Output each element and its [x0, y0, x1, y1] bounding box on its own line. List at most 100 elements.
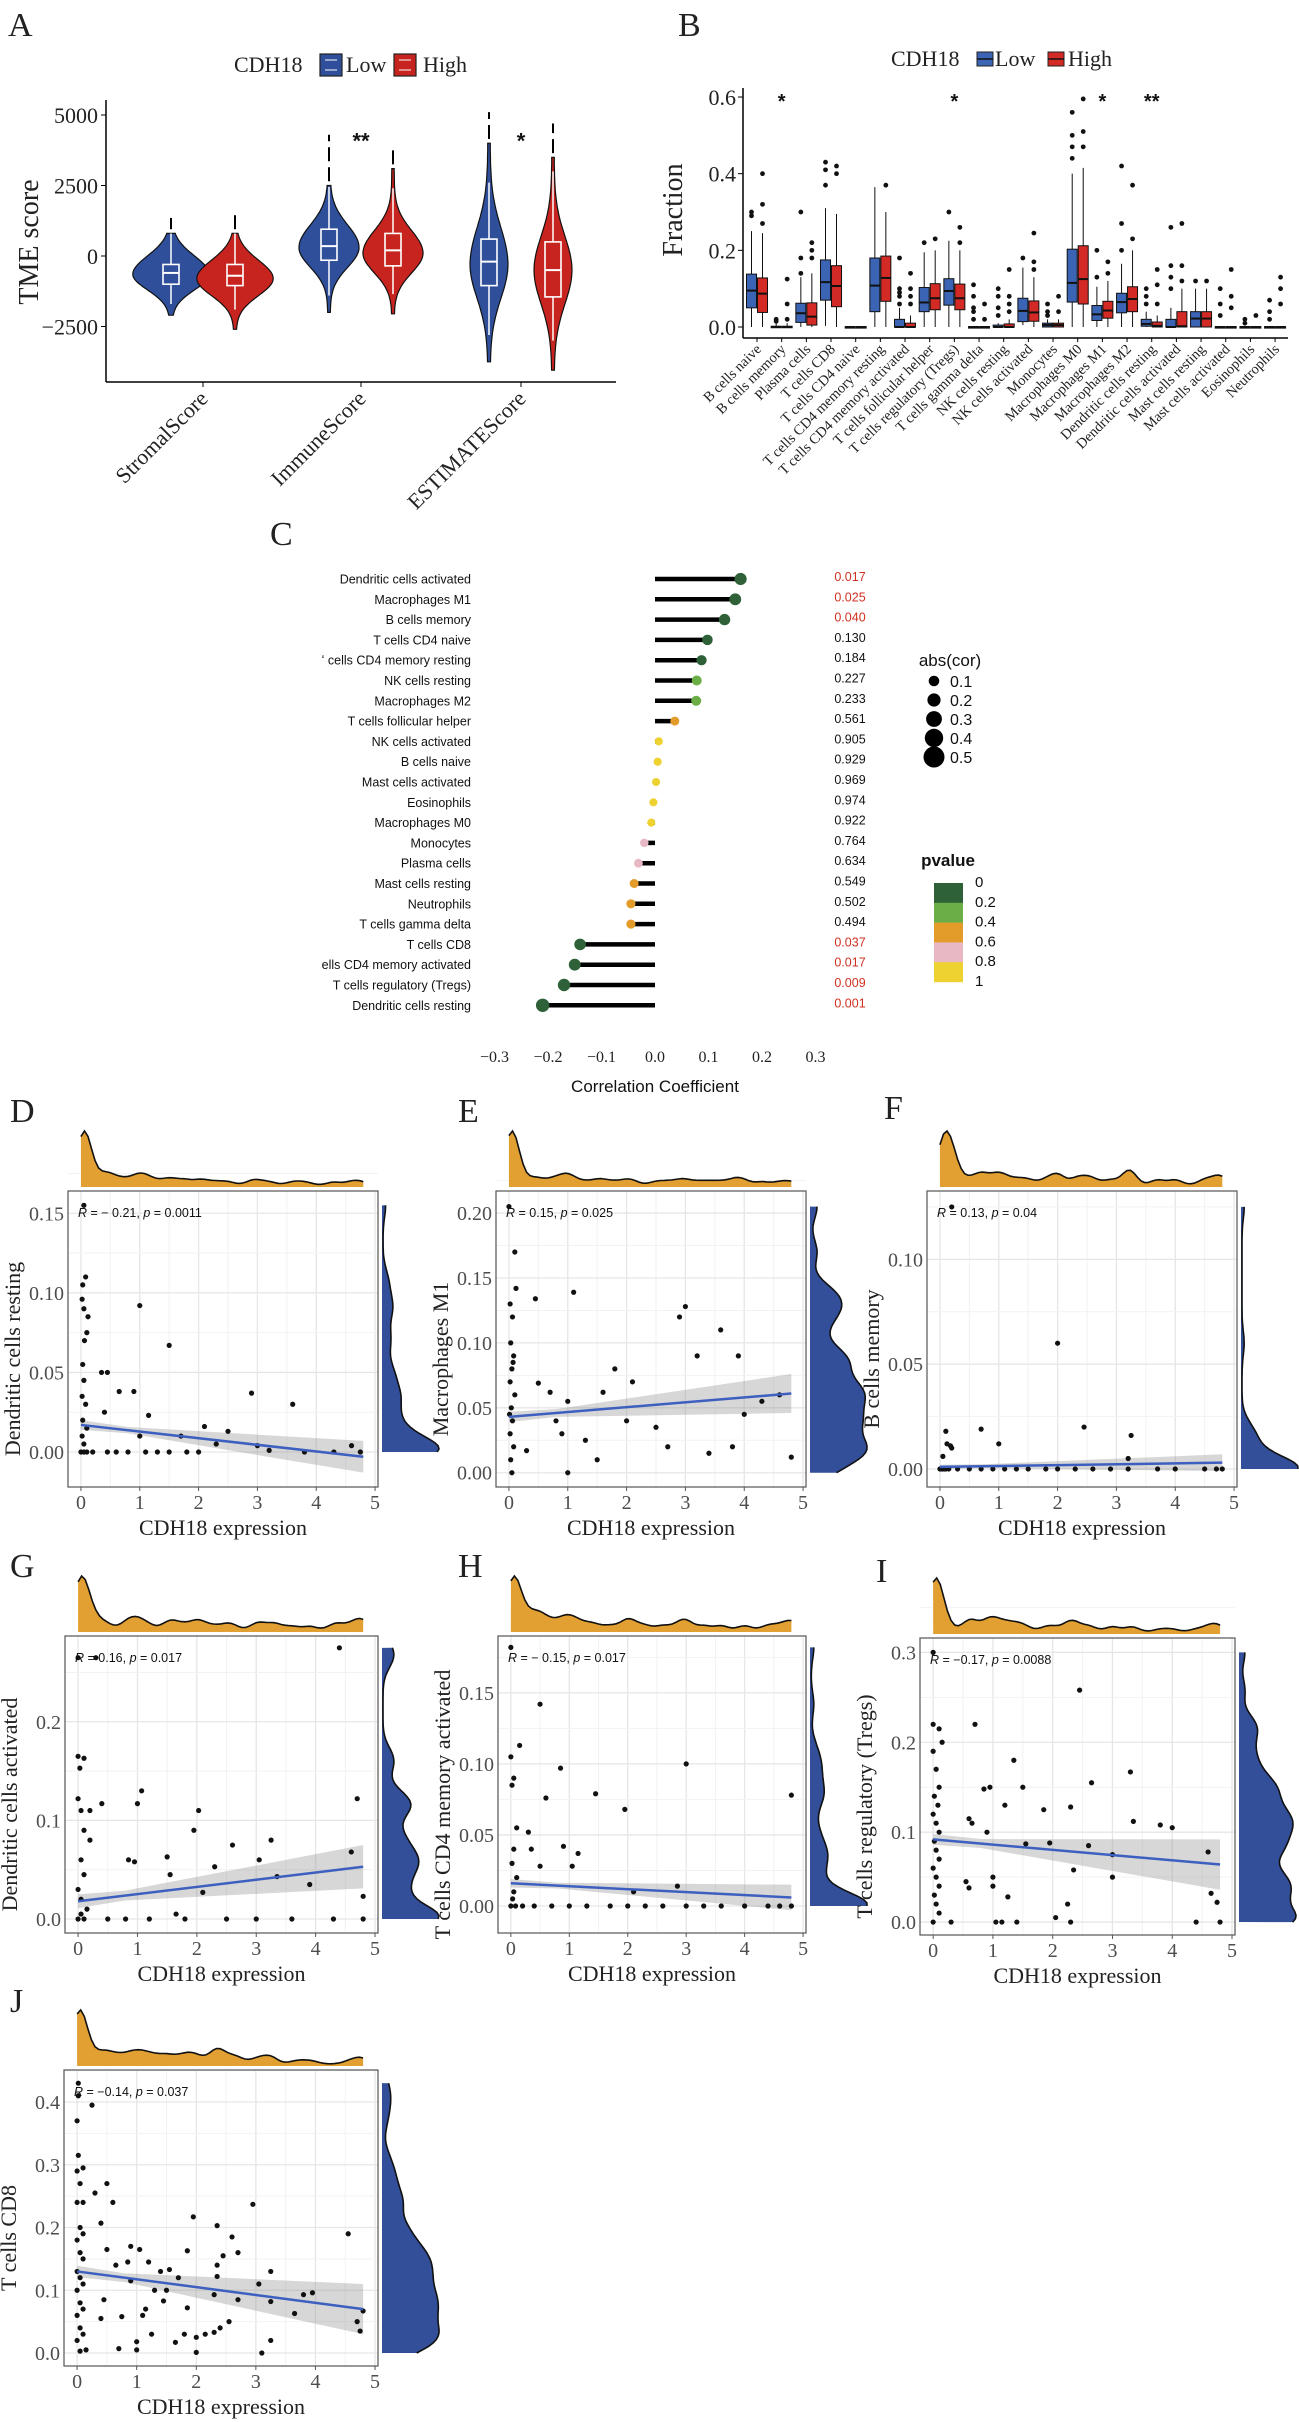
- outlier-point: [1278, 301, 1283, 307]
- data-point: [969, 1820, 975, 1826]
- boxplot-low: [918, 240, 930, 327]
- outlier-point: [1094, 247, 1100, 253]
- data-point: [137, 1433, 143, 1439]
- data-point: [248, 1390, 255, 1396]
- data-point: [1128, 1432, 1134, 1439]
- boxplot-low: [1066, 109, 1078, 327]
- data-point: [134, 2339, 140, 2345]
- y-tick-label: 0.1: [891, 1822, 916, 1844]
- panel-e-scatter-chart: 0.00 0.05 0.10 0.15 0.20 0 1 2 3 4 5 CDH18 expressi…: [428, 1129, 868, 1540]
- data-point: [936, 1829, 942, 1835]
- lollipop-dot: [557, 978, 571, 992]
- boxplot-high: [979, 301, 991, 329]
- x-tick-label: −0.2: [533, 1049, 562, 1066]
- data-point: [80, 2281, 86, 2287]
- lollipop-dot: [734, 572, 747, 586]
- right-density: [382, 1205, 439, 1452]
- significance-marker: **: [352, 129, 370, 154]
- row-label: Mast cells resting: [374, 877, 471, 891]
- data-point: [930, 1811, 936, 1817]
- data-point: [78, 1857, 84, 1863]
- legend-key-low: [319, 53, 343, 77]
- data-point: [565, 1398, 571, 1404]
- y-tick-label: 0.1: [36, 1810, 61, 1832]
- boxplot-high: [855, 326, 867, 329]
- data-point: [508, 1903, 514, 1909]
- y-axis-title: T cells regulatory (Tregs): [852, 1694, 877, 1918]
- data-point: [202, 2331, 208, 2337]
- x-tick-label: ImmuneScore: [266, 386, 371, 491]
- stat-r-symbol: R: [78, 1206, 87, 1220]
- data-point: [510, 1896, 516, 1902]
- data-point: [1076, 1687, 1083, 1693]
- lollipop-row: Dendritic cells activated 0.017: [340, 570, 866, 587]
- data-point: [1107, 1466, 1114, 1472]
- data-point: [1169, 1825, 1175, 1831]
- data-point: [936, 1883, 942, 1889]
- data-point: [104, 1449, 111, 1455]
- data-point: [509, 1860, 515, 1866]
- data-point: [549, 1903, 555, 1909]
- data-point: [223, 1916, 230, 1922]
- data-point: [1053, 1914, 1059, 1921]
- x-tick-label: 3: [681, 1938, 691, 1960]
- top-density-outline: [510, 1574, 792, 1629]
- y-tick-label: 0.00: [457, 1463, 492, 1485]
- x-axis-title: CDH18 expression: [993, 1963, 1161, 1988]
- data-point: [765, 1903, 771, 1909]
- stat-r-symbol: R: [75, 1651, 84, 1665]
- panel-label: A: [8, 7, 33, 44]
- outlier-point: [1179, 263, 1185, 269]
- top-density-outline: [939, 1129, 1223, 1185]
- x-tick-label: 0.0: [645, 1049, 665, 1066]
- correlation-stat: R = 0.15, p = 0.025: [506, 1206, 613, 1220]
- pvalue-label: 0.009: [834, 976, 865, 990]
- data-point: [214, 2262, 220, 2268]
- data-point: [75, 1753, 81, 1759]
- data-point: [990, 1883, 996, 1889]
- data-point: [77, 1765, 83, 1771]
- color-legend-label: 0.4: [975, 914, 996, 931]
- data-point: [77, 2325, 83, 2331]
- outlier-point: [1154, 301, 1160, 307]
- panel-h-scatter-chart: 0.00 0.05 0.10 0.15 0 1 2 3 4 5 CDH18 expression T …: [430, 1574, 868, 1986]
- y-tick-label: 0.0: [36, 1909, 61, 1931]
- pvalue-label: 0.561: [834, 712, 865, 726]
- y-tick-label: 0.3: [35, 2155, 60, 2177]
- outlier-point: [1228, 305, 1234, 311]
- legend-title: CDH18: [234, 52, 302, 77]
- top-density-outline: [80, 1129, 364, 1186]
- data-point: [193, 2334, 199, 2340]
- color-legend-label: 0.6: [975, 933, 996, 950]
- pvalue-label: 0.184: [834, 651, 865, 665]
- outlier-point: [995, 305, 1001, 311]
- y-tick-label: 0.05: [457, 1398, 492, 1420]
- outlier-point: [1168, 224, 1174, 230]
- top-density: [933, 1578, 1221, 1634]
- data-point: [354, 1796, 360, 1802]
- data-point: [759, 1398, 765, 1404]
- data-point: [653, 1424, 659, 1430]
- y-tick-label: 0.0: [709, 315, 737, 340]
- outlier-point: [1069, 109, 1075, 115]
- data-point: [80, 2256, 86, 2262]
- plot-area: [498, 1636, 806, 1933]
- lollipop-dot: [568, 958, 581, 971]
- data-point: [226, 2319, 232, 2325]
- x-tick-label: 0: [73, 1938, 83, 1960]
- stat-p-value: = 0.0088: [999, 1653, 1052, 1667]
- outlier-point: [1278, 286, 1283, 292]
- data-point: [151, 2287, 158, 2293]
- x-tick-label: 1: [563, 1492, 573, 1514]
- outlier-point: [1119, 163, 1124, 169]
- pvalue-label: 0.001: [834, 996, 865, 1010]
- pvalue-label: 0.905: [834, 732, 865, 746]
- x-tick-label: 4: [740, 1938, 750, 1960]
- correlation-stat: R = − 0.15, p = 0.017: [508, 1651, 626, 1665]
- outlier-point: [1179, 221, 1185, 226]
- data-point: [175, 2275, 181, 2281]
- stat-p-value: = 0.025: [568, 1206, 614, 1220]
- boxplot-high: [1201, 278, 1213, 328]
- outlier-point: [995, 293, 1001, 299]
